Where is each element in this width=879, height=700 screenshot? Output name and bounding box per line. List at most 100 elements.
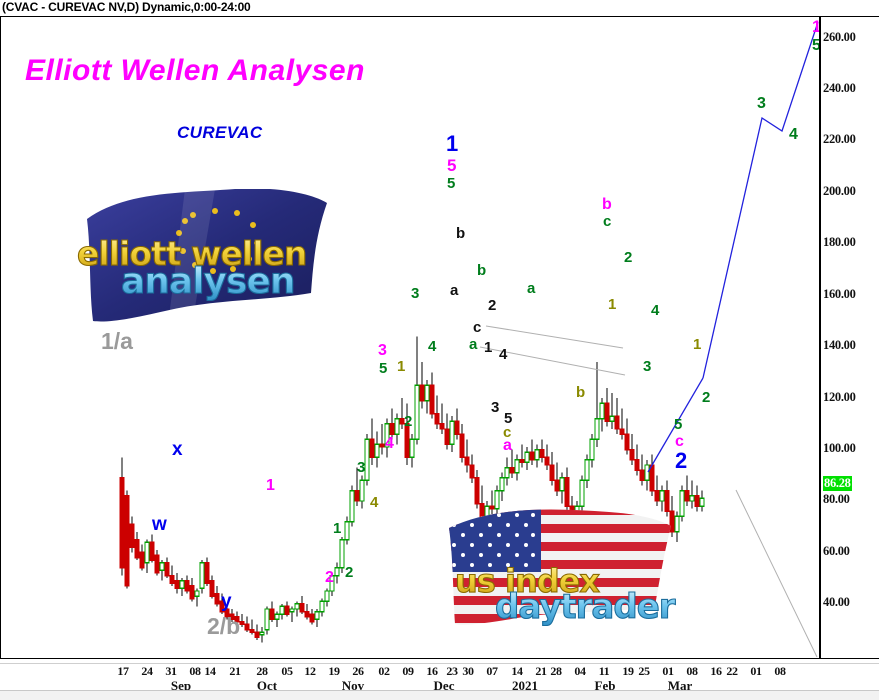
wave-label: 2 [404,413,413,430]
date-tick: 22 [726,664,738,678]
price-tick: 60.00 [823,543,850,558]
last-price-badge: 86.28 [823,476,852,492]
date-tick: 25 [638,664,650,678]
date-tick: 28 [256,664,268,678]
month-label: Dec [433,678,455,693]
date-tick: 14 [511,664,523,678]
wave-label: 1 [693,336,702,353]
wave-label: w [152,514,167,535]
date-tick: 01 [750,664,762,678]
wave-label: 1 [608,296,617,313]
svg-text:analysen: analysen [121,261,295,302]
wave-label: a [469,336,478,353]
wave-label: b [576,384,586,401]
wave-label: 3 [378,342,387,359]
date-tick: 08 [686,664,698,678]
elliott-wellen-analysen-logo: elliott wellen analysen [65,189,337,339]
price-tick: 140.00 [823,338,856,353]
wave-label: 5 [812,37,819,54]
wave-label: 3 [357,459,366,476]
date-tick: 24 [141,664,153,678]
svg-text:elliott wellen: elliott wellen [77,234,306,273]
price-tick: 240.00 [823,81,856,95]
wave-label: 5 [447,156,457,175]
date-tick: 07 [486,664,498,678]
wave-label: 2 [702,389,711,406]
date-tick: 11 [598,664,610,678]
date-tick: 21 [535,664,547,678]
chart-plot-area[interactable]: elliott wellen analysen [1,17,819,658]
month-label: Mar [667,678,693,693]
svg-text:us index: us index [455,562,600,600]
month-label: Oct [256,678,278,693]
wave-label: 1/a [101,328,133,354]
wave-label: 1 [812,17,819,36]
wave-label: 5 [674,416,683,433]
date-axis-divider [0,663,879,664]
wave-label: 2 [488,297,497,314]
frame-left-border [0,16,1,659]
price-tick: 260.00 [823,29,856,44]
wave-label: 2 [675,448,688,473]
wave-label: a [450,282,459,299]
price-tick: 200.00 [823,183,856,198]
wave-label: 3 [491,399,500,416]
date-tick: 14 [204,664,216,678]
wave-label: x [172,439,183,460]
wave-label: 2 [325,569,334,586]
price-tick: 120.00 [823,389,856,404]
frame-top-border [0,16,879,17]
date-tick: 21 [229,664,241,678]
wave-label: 1 [333,520,342,537]
wave-label: a [527,280,536,297]
wave-label: 4 [499,346,508,363]
wave-label: 2 [624,249,633,266]
month-label: Nov [341,678,365,693]
candlestick-canvas [119,21,819,658]
wave-label: b [456,225,466,242]
page-title: Elliott Wellen Analysen [25,54,365,87]
us-index-daytrader-logo: us index daytrader [433,506,723,634]
wave-label: 4 [789,126,798,143]
wave-label: 5 [504,410,513,427]
price-tick: 160.00 [823,286,856,301]
date-tick: 19 [622,664,634,678]
wave-label: 1 [397,358,406,375]
price-tick: 180.00 [823,235,856,250]
price-axis[interactable]: 260.00 240.00 220.00 200.00 180.00 160.00 140.… [822,17,879,658]
wave-label: 4 [428,338,437,355]
wave-label: 3 [411,285,420,302]
date-tick: 08 [774,664,786,678]
month-label: Feb [594,678,616,693]
wave-label: c [603,213,612,230]
wave-label: 1 [266,477,275,494]
wave-label: 3 [757,95,766,112]
frame-bottom-border [0,658,879,659]
date-tick: 16 [426,664,438,678]
wave-label: 5 [379,360,388,377]
wave-label: 5 [447,175,456,192]
price-tick: 40.00 [823,595,850,610]
date-tick: 17 [117,664,129,678]
wave-label: c [473,319,482,336]
wave-label: 2 [345,564,354,581]
wave-label: 4 [385,435,394,452]
date-tick: 05 [281,664,293,678]
svg-text:daytrader: daytrader [495,587,676,627]
date-tick: 09 [402,664,414,678]
date-tick: 12 [304,664,316,678]
wave-label: c [503,424,512,441]
wave-label: 3 [643,358,652,375]
price-axis-divider [819,16,821,659]
date-tick: 28 [550,664,562,678]
instrument-subtitle: CUREVAC [177,123,263,142]
wave-label: 2/b [207,613,241,639]
wave-label: b [602,196,612,213]
date-axis[interactable]: 17 24 31 08 14 21 28 05 12 19 26 02 09 16 23 30 07 14 21 28… [0,664,879,693]
status-strip [0,690,879,700]
wave-label: c [675,433,684,450]
wave-label: 1 [446,131,459,156]
date-tick: 02 [378,664,390,678]
date-tick: 31 [165,664,177,678]
